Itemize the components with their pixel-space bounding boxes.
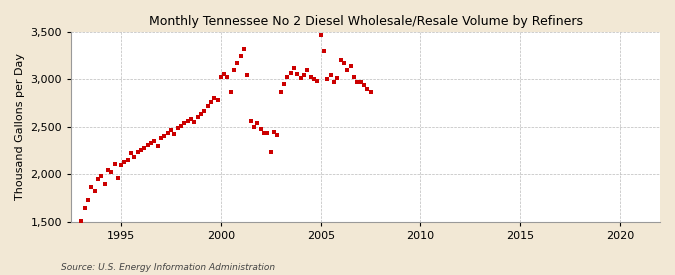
Point: [222, 74, 233, 79]
Point: [92, 177, 103, 181]
Point: [279, 82, 290, 86]
Point: [139, 145, 150, 150]
Title: Monthly Tennessee No 2 Diesel Wholesale/Resale Volume by Refiners: Monthly Tennessee No 2 Diesel Wholesale/…: [148, 15, 583, 28]
Point: [335, 58, 346, 63]
Point: [275, 90, 286, 94]
Point: [215, 74, 226, 79]
Point: [89, 189, 100, 194]
Point: [299, 72, 310, 77]
Point: [229, 68, 240, 72]
Point: [142, 143, 153, 147]
Point: [246, 119, 256, 123]
Point: [196, 111, 207, 116]
Point: [159, 134, 170, 139]
Point: [259, 131, 269, 136]
Point: [345, 64, 356, 68]
Point: [86, 185, 97, 189]
Point: [322, 77, 333, 82]
Point: [292, 72, 303, 76]
Point: [265, 150, 276, 155]
Point: [225, 90, 236, 94]
Point: [112, 176, 123, 180]
Text: Source: U.S. Energy Information Administration: Source: U.S. Energy Information Administ…: [61, 263, 275, 272]
Point: [169, 132, 180, 137]
Point: [136, 147, 146, 152]
Point: [272, 133, 283, 138]
Point: [249, 125, 260, 129]
Point: [358, 83, 369, 87]
Point: [209, 96, 220, 101]
Point: [232, 61, 243, 65]
Point: [212, 98, 223, 103]
Point: [103, 167, 113, 172]
Point: [255, 126, 266, 131]
Point: [365, 90, 376, 94]
Point: [149, 139, 160, 143]
Point: [286, 71, 296, 75]
Point: [312, 79, 323, 84]
Point: [115, 163, 126, 167]
Point: [239, 47, 250, 51]
Point: [339, 61, 350, 65]
Point: [109, 162, 120, 166]
Point: [176, 124, 186, 128]
Point: [362, 87, 373, 91]
Point: [355, 80, 366, 84]
Point: [132, 149, 143, 154]
Point: [269, 129, 279, 134]
Point: [205, 100, 216, 104]
Point: [82, 198, 93, 202]
Point: [199, 109, 210, 113]
Point: [329, 80, 340, 84]
Point: [162, 130, 173, 135]
Point: [315, 33, 326, 37]
Point: [186, 117, 196, 122]
Point: [305, 75, 316, 80]
Point: [332, 76, 343, 81]
Point: [308, 77, 319, 82]
Point: [319, 49, 329, 53]
Point: [325, 72, 336, 77]
Point: [156, 136, 167, 141]
Point: [76, 219, 86, 223]
Point: [202, 104, 213, 108]
Point: [99, 182, 110, 186]
Point: [119, 160, 130, 164]
Point: [172, 126, 183, 130]
Point: [236, 53, 246, 58]
Point: [282, 75, 293, 80]
Point: [122, 158, 133, 162]
Point: [342, 68, 352, 72]
Point: [146, 141, 157, 145]
Point: [182, 119, 193, 123]
Point: [126, 151, 136, 156]
Point: [153, 144, 163, 148]
Point: [302, 68, 313, 72]
Point: [189, 120, 200, 124]
Point: [129, 155, 140, 160]
Point: [79, 206, 90, 211]
Y-axis label: Thousand Gallons per Day: Thousand Gallons per Day: [15, 53, 25, 200]
Point: [348, 75, 359, 80]
Point: [96, 174, 107, 178]
Point: [219, 72, 230, 76]
Point: [352, 80, 362, 84]
Point: [296, 76, 306, 81]
Point: [262, 131, 273, 136]
Point: [192, 115, 203, 120]
Point: [289, 66, 300, 70]
Point: [252, 121, 263, 125]
Point: [179, 121, 190, 125]
Point: [242, 72, 253, 77]
Point: [106, 170, 117, 175]
Point: [165, 128, 176, 132]
